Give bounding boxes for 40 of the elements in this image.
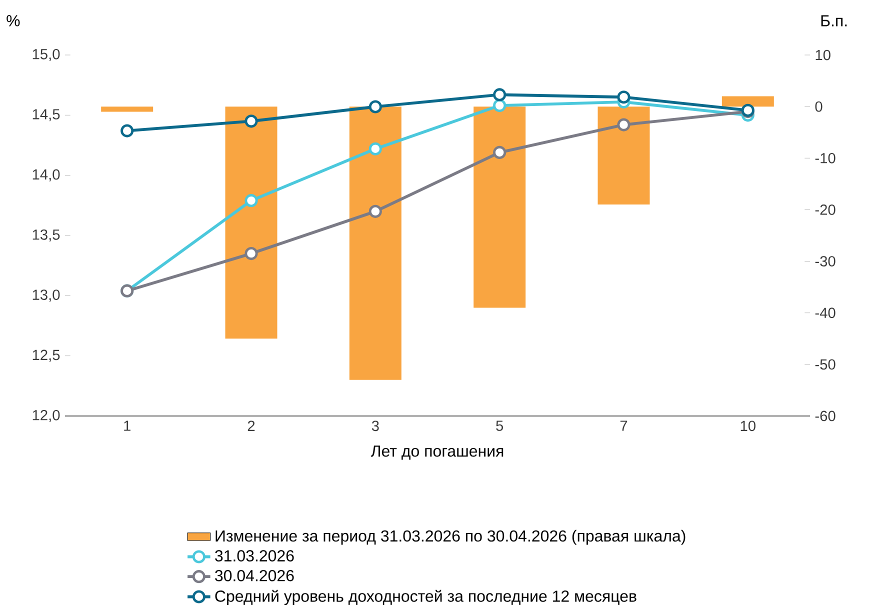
point bbox=[368, 142, 382, 156]
point bbox=[493, 99, 506, 112]
y-axis-title: % bbox=[6, 15, 20, 26]
y2-axis-title: Б.п. bbox=[821, 15, 847, 26]
y2-tick-label: -60 bbox=[815, 410, 836, 422]
x-tick-label: 1 bbox=[124, 420, 130, 431]
x-axis-title: Лет до погашения bbox=[370, 446, 504, 460]
y-tick-label: 12,0 bbox=[32, 410, 60, 422]
y-tick-label: 12,5 bbox=[32, 350, 60, 362]
y-tick-label: 14,5 bbox=[32, 109, 60, 122]
y2-tick-label: -20 bbox=[815, 204, 836, 215]
point bbox=[244, 114, 258, 128]
legend-label: 30.04.2026 bbox=[215, 570, 294, 582]
point bbox=[617, 118, 630, 132]
legend-label: Средний уровень доходностей за последние 12 месяцев bbox=[215, 590, 636, 606]
x-tick-label: 7 bbox=[620, 420, 628, 431]
point bbox=[493, 88, 506, 102]
point bbox=[368, 100, 382, 114]
legend-label: 31.03.2026 bbox=[215, 550, 294, 562]
legend-label: Изменение за период 31.03.2026 по 30.04.2026 (правая шкала) bbox=[216, 530, 686, 545]
x-tick-label: 5 bbox=[496, 420, 504, 431]
y2-tick-label: -50 bbox=[815, 359, 836, 370]
point bbox=[244, 194, 258, 208]
y2-tick-label: -10 bbox=[815, 152, 836, 164]
y-tick-label: 14,0 bbox=[32, 169, 60, 182]
x-tick-label: 2 bbox=[248, 420, 255, 431]
y-tick-label: 13,0 bbox=[32, 290, 60, 302]
point bbox=[244, 247, 258, 260]
y2-tick-label: -30 bbox=[815, 256, 836, 266]
y-tick-label: 13,5 bbox=[32, 229, 60, 242]
point bbox=[368, 204, 382, 218]
point bbox=[617, 90, 630, 104]
y2-tick-label: 0 bbox=[815, 101, 822, 112]
point bbox=[493, 146, 506, 159]
x-tick-label: 3 bbox=[372, 420, 379, 432]
y2-tick-label: 10 bbox=[816, 50, 830, 60]
x-tick-label: 10 bbox=[740, 420, 756, 432]
y2-tick-label: -40 bbox=[815, 308, 836, 318]
point bbox=[120, 124, 134, 138]
y-tick-label: 15,0 bbox=[32, 48, 60, 62]
